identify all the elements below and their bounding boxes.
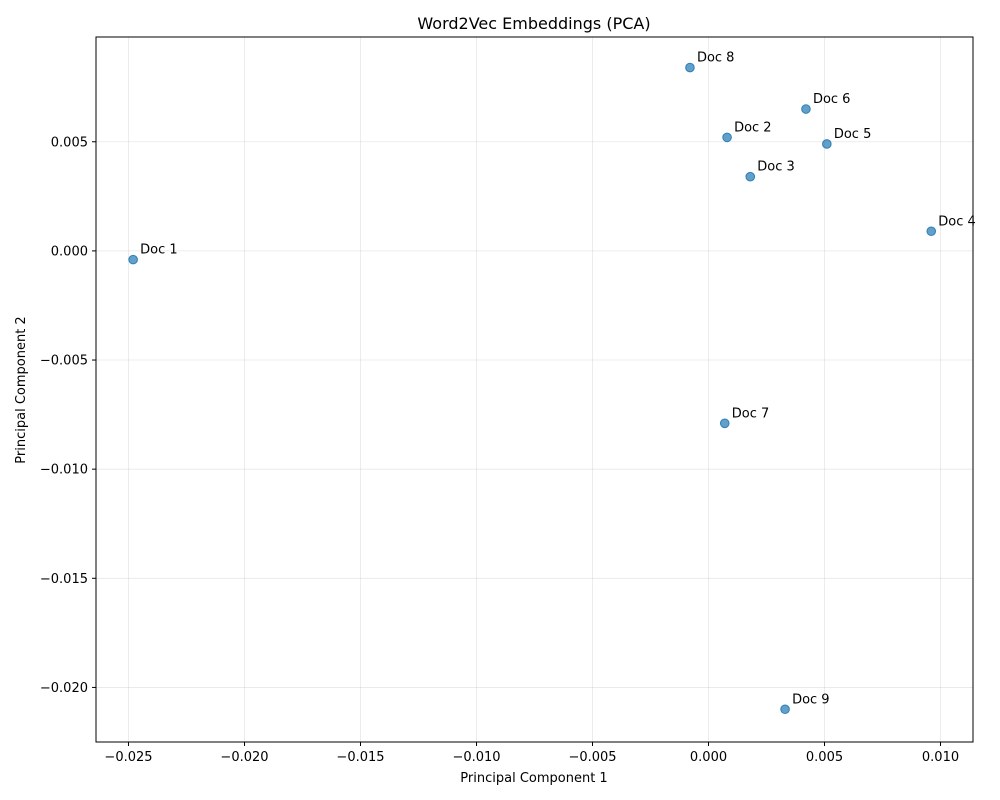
point-label: Doc 8	[697, 51, 735, 66]
x-axis-label: Principal Component 1	[460, 771, 607, 786]
data-point	[722, 132, 732, 143]
y-axis-label: Principal Component 2	[14, 316, 29, 463]
point-label: Doc 5	[834, 127, 872, 142]
points-layer: Doc 1 Doc 2 Doc 3 Doc 4 Doc 5 Doc 6 Doc 7 Doc 8…	[128, 51, 976, 715]
grid-layer	[96, 37, 973, 742]
y-tick-label: 0.005	[51, 135, 88, 150]
x-tick-label: −0.010	[452, 750, 500, 765]
data-point	[719, 418, 730, 429]
point-label: Doc 3	[757, 160, 795, 175]
y-tick-label: 0.000	[51, 244, 88, 259]
x-tick-label: 0.010	[922, 750, 959, 765]
data-point	[685, 62, 695, 73]
point-label: Doc 4	[938, 214, 976, 229]
x-tick-label: −0.005	[568, 750, 616, 765]
x-axis: −0.025 −0.020 −0.015 −0.010 −0.005 0.000 0.005…	[104, 742, 959, 765]
data-point	[745, 171, 756, 182]
point-label: Doc 1	[140, 243, 178, 258]
data-point	[128, 254, 138, 265]
data-point	[926, 226, 937, 237]
point-label: Doc 6	[813, 92, 851, 107]
x-tick-label: −0.020	[220, 750, 268, 765]
point-label: Doc 2	[734, 120, 772, 135]
y-tick-label: −0.005	[40, 354, 88, 369]
data-point	[822, 139, 832, 149]
y-tick-label: −0.015	[40, 572, 88, 587]
x-tick-label: −0.025	[104, 750, 152, 765]
point-label: Doc 7	[732, 406, 770, 421]
plot-frame	[95, 36, 974, 743]
x-tick-label: 0.000	[690, 750, 727, 765]
x-tick-label: −0.015	[336, 750, 384, 765]
y-axis: 0.005 0.000 −0.005 −0.010 −0.015 −0.020	[40, 135, 96, 696]
x-tick-label: 0.005	[806, 750, 843, 765]
y-tick-label: −0.020	[40, 681, 88, 696]
y-tick-label: −0.010	[40, 463, 88, 478]
data-point	[780, 704, 790, 715]
data-point	[801, 104, 811, 114]
chart-title: Word2Vec Embeddings (PCA)	[417, 14, 650, 33]
point-label: Doc 9	[792, 692, 830, 707]
